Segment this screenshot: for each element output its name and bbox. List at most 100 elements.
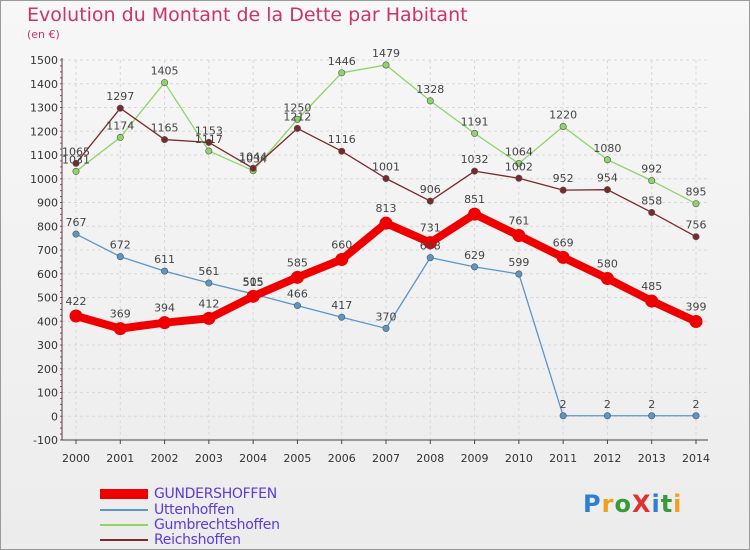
data-point <box>161 267 169 275</box>
data-point <box>382 324 390 332</box>
data-label: 599 <box>508 256 529 269</box>
data-label: 585 <box>287 256 308 269</box>
y-tick-label: 500 <box>37 292 58 305</box>
x-tick-label: 2005 <box>283 452 311 465</box>
data-point <box>293 124 301 132</box>
data-label: 1405 <box>151 65 179 78</box>
data-label: 466 <box>287 288 308 301</box>
data-label: 485 <box>641 280 662 293</box>
data-labels: 767 672 611 561 515 466 417 370 668 629 599 2 2 2 2 103… <box>62 47 707 411</box>
y-tick-label: 300 <box>37 339 58 352</box>
data-point <box>246 289 260 303</box>
data-point <box>161 136 169 144</box>
data-label: 2 <box>648 398 655 411</box>
data-label: 1220 <box>549 109 577 122</box>
data-point <box>648 208 656 216</box>
data-label: 668 <box>420 240 441 253</box>
y-tick-label: 400 <box>37 315 58 328</box>
data-label: 1446 <box>328 55 356 68</box>
data-label: 1044 <box>239 150 267 163</box>
x-tick-label: 2003 <box>195 452 223 465</box>
y-tick-label: 1400 <box>30 78 58 91</box>
x-tick-label: 2004 <box>239 452 267 465</box>
data-label: 611 <box>154 253 175 266</box>
data-label: 561 <box>198 265 219 278</box>
y-tick-label: 1300 <box>30 102 58 115</box>
x-tick-label: 2001 <box>106 452 134 465</box>
data-label: 669 <box>553 236 574 249</box>
legend-item: Gumbrechtshoffen <box>100 518 280 532</box>
series-gumbrechtshoffen <box>72 61 700 208</box>
data-point <box>426 197 434 205</box>
data-label: 2 <box>560 398 567 411</box>
y-tick-label: 1000 <box>30 173 58 186</box>
data-label: 761 <box>508 215 529 228</box>
data-label: 2 <box>693 398 700 411</box>
legend-swatch <box>100 509 148 511</box>
legend-swatch <box>100 489 148 499</box>
chart-subtitle: (en €) <box>27 28 60 41</box>
y-tick-label: 600 <box>37 268 58 281</box>
x-tick-label: 2009 <box>461 452 489 465</box>
data-point <box>116 104 124 112</box>
series-reichshoffen <box>72 104 700 241</box>
data-label: 394 <box>154 302 175 315</box>
x-tick-labels: 2000 2001 2002 2003 2004 2005 2006 2007 2008 2009… <box>62 452 710 465</box>
data-point <box>335 253 349 266</box>
data-point <box>692 233 700 241</box>
data-label: 660 <box>331 239 352 252</box>
data-point <box>471 129 479 137</box>
data-label: 412 <box>198 297 219 310</box>
data-label: 756 <box>686 219 707 232</box>
x-tick-label: 2010 <box>505 452 533 465</box>
y-tick-label: 0 <box>51 410 58 423</box>
legend-swatch <box>100 524 148 526</box>
legend-item: Uttenhoffen <box>100 502 235 518</box>
proxiti-logo: ProXiti <box>583 490 683 518</box>
data-label: 1212 <box>283 110 311 123</box>
data-point <box>515 174 523 182</box>
data-label: 1153 <box>195 124 223 137</box>
data-label: 1080 <box>593 142 621 155</box>
legend-label: GUNDERSHOFFEN <box>154 486 277 502</box>
data-point <box>205 147 213 155</box>
data-label: 1001 <box>372 161 400 174</box>
data-point <box>645 294 659 308</box>
data-label: 1065 <box>62 145 90 158</box>
data-label: 399 <box>686 300 707 313</box>
legend-label: Uttenhoffen <box>154 502 235 518</box>
data-label: 954 <box>597 172 618 185</box>
data-point <box>161 79 169 87</box>
data-point <box>249 164 257 172</box>
data-label: 1116 <box>328 133 356 146</box>
data-label: 370 <box>376 310 397 323</box>
data-point <box>113 322 127 336</box>
data-label: 2 <box>604 398 611 411</box>
data-point <box>689 314 703 328</box>
grid-lines <box>62 59 708 441</box>
data-point <box>69 309 83 323</box>
data-point <box>556 250 570 264</box>
y-tick-label: 800 <box>37 220 58 233</box>
data-point <box>423 236 437 250</box>
data-point <box>72 230 80 238</box>
data-point <box>600 272 614 285</box>
y-tick-labels: 1500140013001200110010009008007006005004… <box>30 54 58 447</box>
data-point <box>116 133 124 141</box>
data-label: 851 <box>464 193 485 206</box>
y-tick-label: 700 <box>37 244 58 257</box>
x-tick-label: 2014 <box>682 452 710 465</box>
y-tick-label: -100 <box>33 434 58 447</box>
data-point <box>692 412 700 420</box>
data-label: 858 <box>641 194 662 207</box>
data-point <box>471 263 479 271</box>
data-point <box>158 316 172 330</box>
data-label: 1174 <box>106 119 134 132</box>
x-tick-label: 2007 <box>372 452 400 465</box>
data-point <box>205 279 213 287</box>
data-label: 580 <box>597 258 618 271</box>
data-label: 369 <box>110 308 131 321</box>
data-point <box>293 302 301 310</box>
data-label: 422 <box>66 295 87 308</box>
